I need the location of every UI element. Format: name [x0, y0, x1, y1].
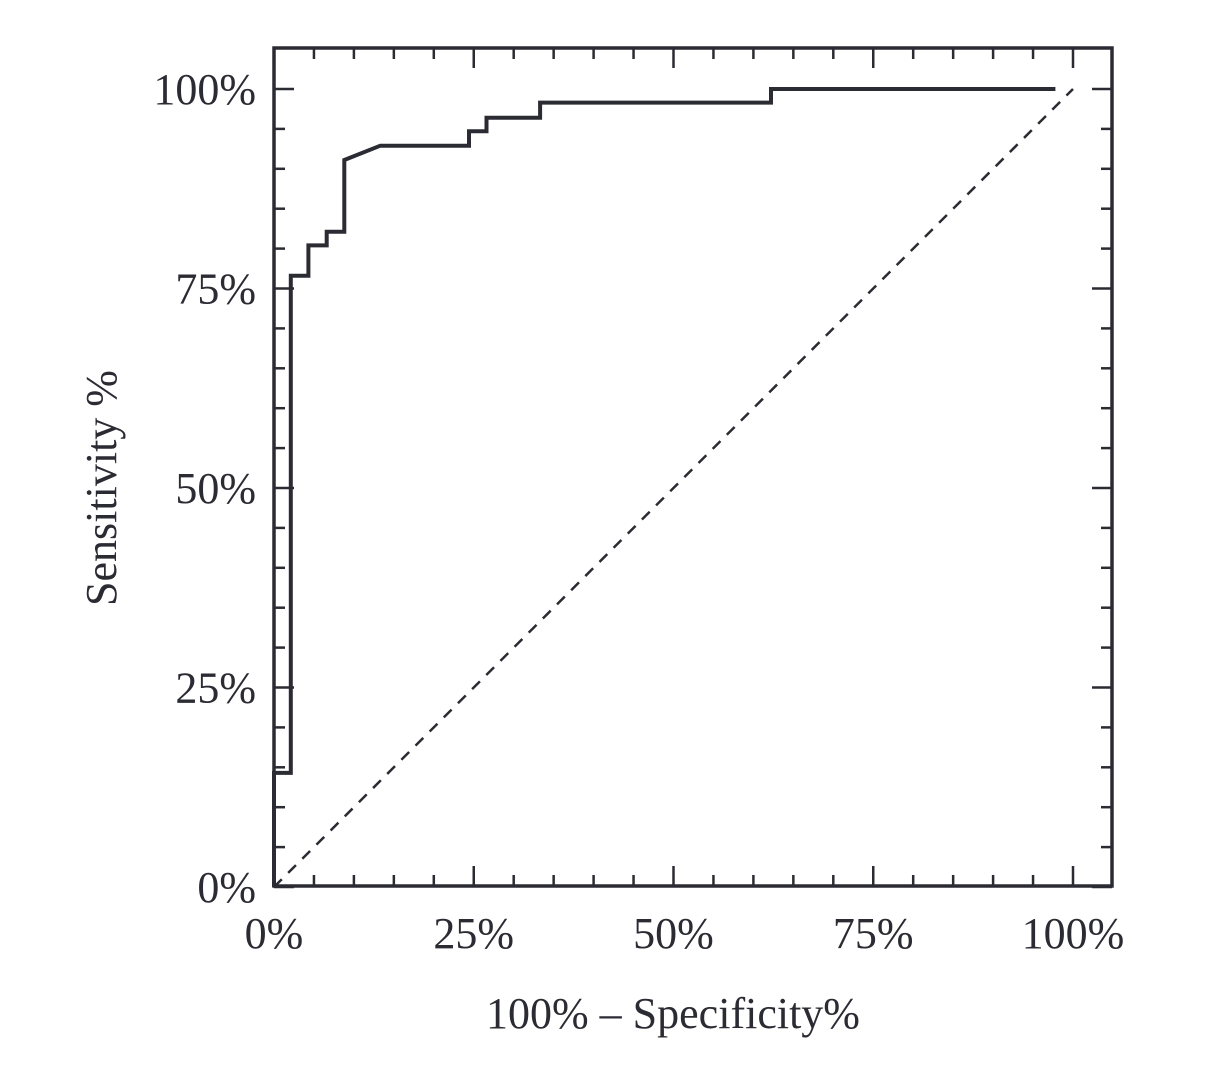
plot-frame: [272, 46, 1114, 888]
x-tick-label: 100%: [1022, 909, 1125, 958]
x-tick-label: 50%: [633, 909, 714, 958]
y-axis-label: Sensitivity %: [77, 370, 126, 606]
series-group: [272, 87, 1074, 888]
y-tick-label: 0%: [197, 863, 256, 912]
x-tick-label: 0%: [245, 909, 304, 958]
y-tick-labels: 0% 25% 50% 75% 100%: [153, 65, 256, 912]
x-axis-label: 100% – Specificity%: [486, 989, 860, 1038]
x-tick-label: 25%: [433, 909, 514, 958]
x-tick-labels: 0% 25% 50% 75% 100%: [245, 909, 1125, 958]
y-tick-label: 25%: [175, 664, 256, 713]
y-tick-label: 75%: [175, 265, 256, 314]
reference-diagonal-line: [273, 88, 1074, 888]
roc-curve-line: [272, 87, 1056, 887]
y-tick-label: 100%: [153, 65, 256, 114]
x-tick-label: 75%: [833, 909, 914, 958]
y-tick-label: 50%: [175, 464, 256, 513]
